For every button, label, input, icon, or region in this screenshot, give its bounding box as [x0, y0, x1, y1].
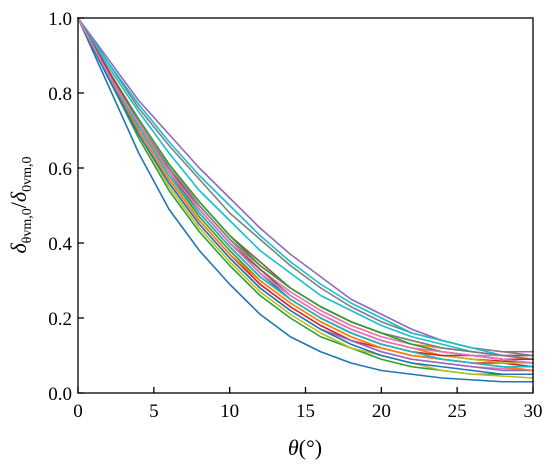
series-line-22: [77, 17, 534, 364]
series-line-9: [77, 17, 534, 379]
series-line-26: [77, 17, 534, 364]
series-line-13: [77, 17, 534, 372]
y-tick-label: 0.0: [48, 384, 72, 405]
series-line-10: [77, 17, 534, 361]
series-line-14: [77, 17, 534, 368]
x-tick-label: 15: [296, 401, 315, 422]
axis-ticks: 0 5 10 15 20 25 30 0.0 0.2 0.4 0.6 0.8 1.0: [48, 9, 542, 422]
series-line-12: [77, 17, 534, 368]
x-tick-label: 10: [220, 401, 239, 422]
x-tick-label: 0: [73, 401, 83, 422]
series-line-7: [77, 17, 534, 372]
y-tick-label: 1.0: [48, 9, 72, 30]
x-tick-label: 5: [149, 401, 159, 422]
series-line-16: [77, 17, 534, 364]
plot-frame: [77, 17, 534, 394]
series-line-24: [77, 17, 534, 376]
series-line-4: [77, 17, 534, 364]
series-lines: [77, 17, 534, 383]
y-tick-label: 0.2: [48, 309, 72, 330]
x-axis-label: θ(°): [288, 435, 322, 460]
x-tick-label: 30: [524, 401, 543, 422]
series-line-19: [77, 17, 534, 372]
x-tick-label: 25: [448, 401, 467, 422]
series-line-11: [77, 17, 534, 368]
y-tick-label: 0.4: [48, 234, 72, 255]
y-tick-label: 0.8: [48, 84, 72, 105]
series-line-25: [77, 17, 534, 368]
series-line-1: [77, 17, 534, 383]
x-tick-label: 20: [372, 401, 391, 422]
y-axis-label: δθvm,0/δ0vm,0: [6, 156, 35, 253]
series-line-15: [77, 17, 534, 361]
y-tick-label: 0.6: [48, 159, 72, 180]
series-line-21: [77, 17, 534, 372]
